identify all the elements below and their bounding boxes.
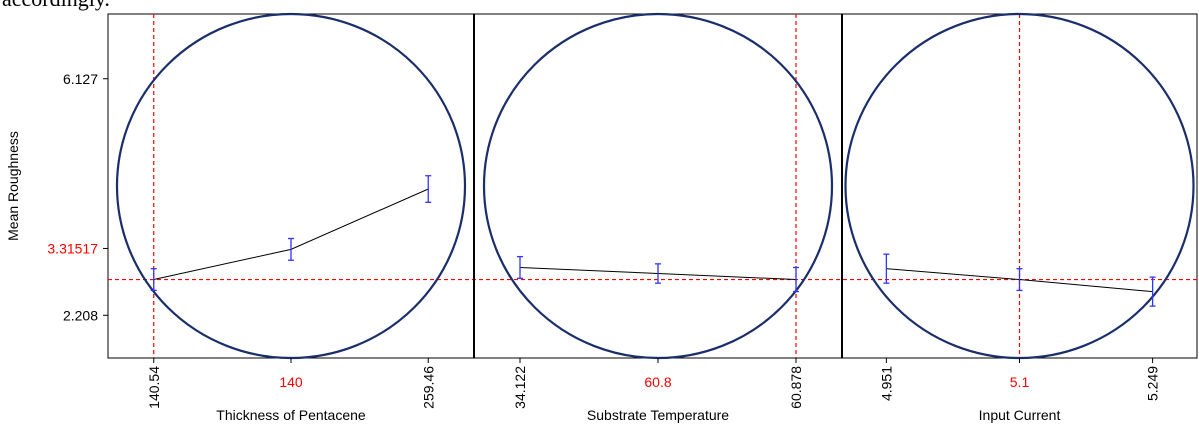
x-tick-label: 5.1 <box>1010 374 1030 390</box>
x-tick-label: 140.54 <box>146 366 162 409</box>
panel-circle <box>482 12 834 360</box>
x-axis-label: Input Current <box>979 407 1061 423</box>
y-tick-label: 2.208 <box>63 307 98 323</box>
x-axis-label: Thickness of Pentacene <box>216 407 366 423</box>
y-axis-label: Mean Roughness <box>5 131 21 241</box>
panel-circle <box>115 12 467 360</box>
y-tick-label: 3.31517 <box>47 240 98 256</box>
x-tick-label: 4.951 <box>878 366 894 401</box>
x-tick-label: 5.249 <box>1145 366 1161 401</box>
y-tick-label: 6.127 <box>63 71 98 87</box>
x-tick-label: 140 <box>279 374 303 390</box>
x-axis-label: Substrate Temperature <box>587 407 729 423</box>
x-tick-label: 34.122 <box>512 366 528 409</box>
response-line <box>153 188 429 281</box>
x-tick-label: 60.8 <box>644 374 671 390</box>
x-tick-label: 259.46 <box>420 366 436 409</box>
plot-frame <box>107 13 1198 359</box>
caption-text: accordingly. <box>2 0 110 12</box>
x-tick-label: 60.878 <box>788 366 804 409</box>
